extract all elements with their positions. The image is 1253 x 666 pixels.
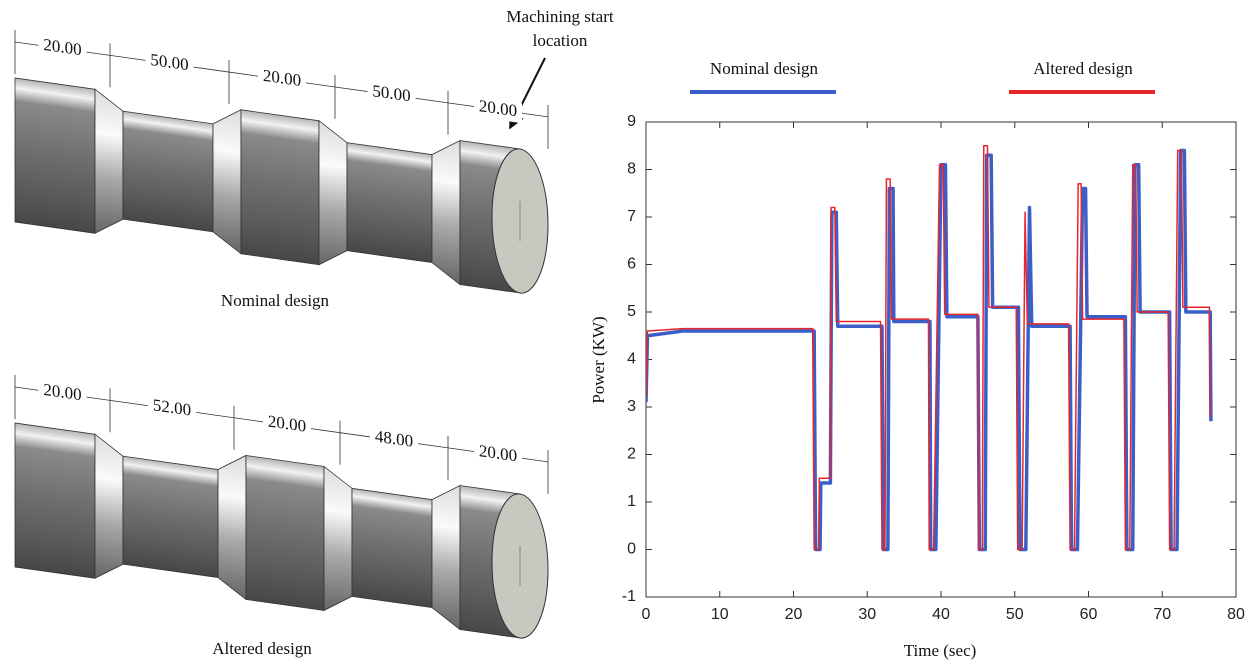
part-taper bbox=[94, 433, 124, 579]
part bbox=[14, 77, 549, 294]
y-tick-label: 8 bbox=[627, 161, 636, 178]
annotation: location bbox=[533, 31, 588, 50]
y-tick-label: 3 bbox=[627, 398, 636, 415]
y-axis-label: Power (KW) bbox=[589, 316, 608, 403]
dimension-label-bg bbox=[38, 35, 87, 63]
part-taper bbox=[431, 484, 461, 631]
x-tick-label: 40 bbox=[932, 606, 950, 623]
part-caption: Nominal design bbox=[221, 291, 330, 310]
x-tick-label: 80 bbox=[1227, 606, 1245, 623]
x-tick-label: 70 bbox=[1153, 606, 1171, 623]
y-tick-label: 1 bbox=[627, 493, 636, 510]
dimension-label-bg bbox=[474, 441, 522, 469]
part-section bbox=[14, 422, 96, 579]
part-taper bbox=[323, 465, 353, 612]
x-tick-label: 20 bbox=[785, 606, 803, 623]
annotation: Machining start bbox=[506, 7, 613, 26]
x-tick-label: 0 bbox=[642, 606, 651, 623]
x-tick-label: 60 bbox=[1080, 606, 1098, 623]
part-taper bbox=[318, 119, 348, 266]
x-tick-label: 30 bbox=[858, 606, 876, 623]
dimension-label-bg bbox=[145, 50, 194, 78]
part-taper bbox=[217, 454, 247, 601]
dimension-label-bg bbox=[258, 66, 306, 93]
line-series bbox=[646, 145, 1211, 551]
legend-label: Altered design bbox=[1033, 59, 1133, 78]
dimension-label-bg bbox=[367, 81, 416, 109]
part-section bbox=[245, 455, 325, 611]
legend-label: Nominal design bbox=[710, 59, 819, 78]
dimension-label-bg bbox=[370, 426, 418, 454]
dimension-label-bg bbox=[38, 380, 87, 408]
part-section bbox=[351, 487, 433, 609]
y-tick-label: 6 bbox=[627, 256, 636, 273]
x-tick-label: 50 bbox=[1006, 606, 1024, 623]
part bbox=[14, 422, 549, 639]
part-section bbox=[240, 109, 320, 266]
y-tick-label: 5 bbox=[627, 303, 636, 320]
y-tick-label: 4 bbox=[627, 351, 636, 368]
part-caption: Altered design bbox=[212, 639, 312, 658]
part-taper bbox=[94, 88, 124, 234]
part-section bbox=[122, 455, 219, 578]
part-section bbox=[346, 142, 433, 264]
x-tick-label: 10 bbox=[711, 606, 729, 623]
y-tick-label: -1 bbox=[622, 588, 636, 605]
part-section bbox=[122, 110, 214, 233]
dimension-label-bg bbox=[263, 411, 311, 439]
dimension-label-bg bbox=[148, 395, 196, 423]
y-tick-label: 0 bbox=[627, 541, 636, 558]
y-tick-label: 7 bbox=[627, 208, 636, 225]
part-section bbox=[14, 77, 96, 234]
y-tick-label: 2 bbox=[627, 446, 636, 463]
y-tick-label: 9 bbox=[627, 113, 636, 130]
dimension-label-bg bbox=[474, 96, 522, 124]
part-taper bbox=[431, 139, 461, 286]
part-taper bbox=[212, 109, 242, 255]
x-axis-label: Time (sec) bbox=[904, 641, 977, 660]
line-series bbox=[646, 148, 1213, 552]
